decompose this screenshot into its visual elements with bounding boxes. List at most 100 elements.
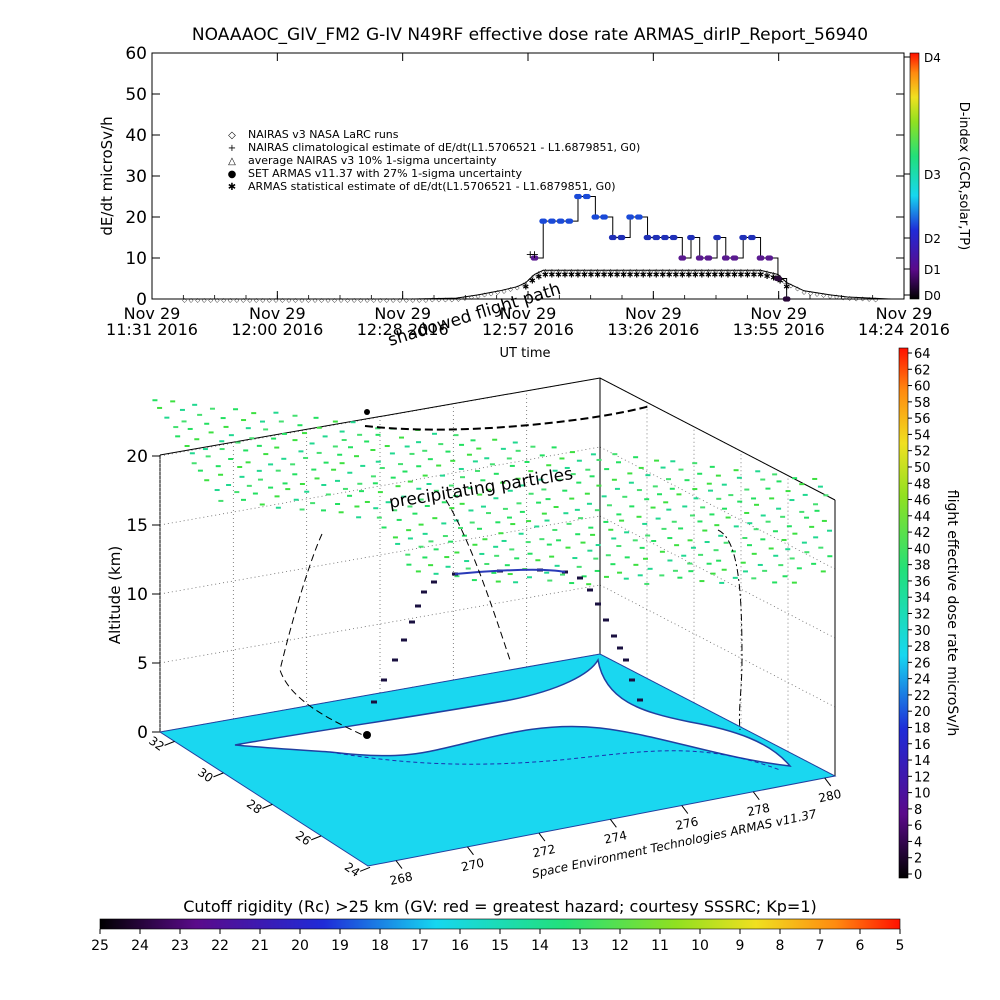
armas-stat-point: ✱ [757,270,764,279]
nairas-point: ◇ [274,297,279,304]
top-y-tick-label: 60 [125,44,147,64]
nairas-uncertainty-point: △ [654,267,659,274]
nairas-uncertainty-point: △ [713,267,718,274]
latitude-tick-label: 32 [146,734,167,754]
dose-rate-tick-label: 14 [914,754,931,769]
cutoff-rigidity-tick-label: 19 [331,938,349,954]
nairas-uncertainty-point: △ [732,267,737,274]
nairas-point: ◇ [626,268,631,275]
nairas-uncertainty-point: △ [647,267,652,274]
nairas-point: ◇ [424,297,429,304]
nairas-point: ◇ [567,268,572,275]
nairas-point: ◇ [482,292,487,299]
cutoff-rigidity-tick-label: 21 [251,938,269,954]
armas-stat-point: ✱ [594,270,601,279]
dose-rate-tick-label: 12 [914,770,931,785]
nairas-uncertainty-point: △ [680,267,685,274]
nairas-point: ◇ [782,279,787,286]
armas-stat-point: ✱ [562,270,569,279]
nairas-uncertainty-point: △ [726,267,731,274]
dose-rate-ticks: 0246810121416182022242628303234363840424… [908,347,931,883]
nairas-point: ◇ [665,268,670,275]
nairas-uncertainty-point: △ [739,267,744,274]
armas-point [741,234,748,241]
nairas-point: ◇ [841,294,846,301]
altitude-tick-label: 0 [137,723,148,743]
top-x-tick-label-line1: Nov 29 [876,304,933,323]
nairas-point: ◇ [189,297,194,304]
nairas-point: ◇ [860,296,865,303]
legend-entry: NAIRAS climatological estimate of dE/dt(… [248,141,640,154]
dose-rate-colorbar: 0246810121416182022242628303234363840424… [898,347,960,883]
altitude-tick-label: 5 [137,654,148,674]
armas-stat-point: ✱ [581,270,588,279]
top-y-axis: 0 10 20 30 40 50 60 [125,44,904,310]
nairas-line [152,269,891,300]
nairas-point: ◇ [495,289,500,296]
armas-stat-point: ✱ [536,272,543,281]
nairas-uncertainty-point: △ [550,267,555,274]
nairas-point: ◇ [808,290,813,297]
nairas-point: ◇ [769,271,774,278]
nairas-point: ◇ [502,288,507,295]
armas-point [707,255,713,261]
nairas-point: ◇ [287,297,292,304]
armas-stat-point: ✱ [738,270,745,279]
nairas-point: ◇ [587,268,592,275]
nairas-point: ◇ [691,268,696,275]
top-x-tick-label-line1: Nov 29 [500,304,557,323]
top-x-tick-label-line2: 14:24 2016 [858,320,950,339]
nairas-point: ◇ [489,290,494,297]
cutoff-rigidity-gradient [99,918,901,930]
nairas-point: ◇ [593,268,598,275]
armas-point [576,193,582,200]
shadow-path-back [445,499,511,661]
altitude-3d-view: shadowed flight path precipitating parti… [106,279,843,888]
armas-stat-point: ✱ [725,270,732,279]
nairas-point: ◇ [202,297,207,304]
nairas-uncertainty-point: △ [634,267,639,274]
armas-point [602,214,608,220]
nairas-uncertainty-point: △ [569,267,574,274]
armas-step-line [534,196,788,299]
dose-rate-tick-label: 58 [914,396,931,411]
d-index-tick-label: D3 [924,168,941,182]
armas-point [637,214,643,220]
latitude-tick [164,740,175,746]
cutoff-rigidity-title: Cutoff rigidity (Rc) >25 km (GV: red = g… [183,897,817,916]
nairas-point: ◇ [476,293,481,300]
armas-point [724,255,730,261]
longitude-tick-label: 280 [817,787,842,805]
armas-stat-point: ✱ [731,270,738,279]
top-x-tick-label-line2: 13:26 2016 [607,320,699,339]
longitude-tick-label: 270 [460,856,485,874]
armas-stat-point: ✱ [699,270,706,279]
nairas-point: ◇ [541,268,546,275]
cutoff-rigidity-tick-label: 11 [651,938,669,954]
nairas-point: ◇ [358,297,363,304]
d-index-colorbar: D0 D1 D2 D3 D4 D-index (GCR,solar,TP) [904,51,971,303]
longitude-tick-label: 276 [674,814,699,832]
armas-point [594,214,600,220]
cutoff-rigidity-colorbar: Cutoff rigidity (Rc) >25 km (GV: red = g… [91,897,904,954]
armas-stat-point: ✱ [744,270,751,279]
nairas-point: ◇ [710,268,715,275]
d-index-tick-label: D2 [924,232,941,246]
armas-stat-point: ✱ [777,277,784,286]
nairas-point: ◇ [261,297,266,304]
dose-rate-tick-label: 24 [914,673,931,688]
cutoff-rigidity-tick-label: 18 [371,938,389,954]
nairas-point: ◇ [528,277,533,284]
nairas-uncertainty-point: △ [687,267,692,274]
nairas-uncertainty-point: △ [667,267,672,274]
nairas-uncertainty-point: △ [660,267,665,274]
nairas-point: ◇ [515,285,520,292]
nairas-point: ◇ [417,297,422,304]
back-wall-gridline [159,515,601,595]
nairas-point: ◇ [684,268,689,275]
longitude-tick [395,860,403,869]
nairas-point: ◇ [300,297,305,304]
nairas-point: ◇ [632,268,637,275]
nairas-uncertainty-point: △ [563,267,568,274]
